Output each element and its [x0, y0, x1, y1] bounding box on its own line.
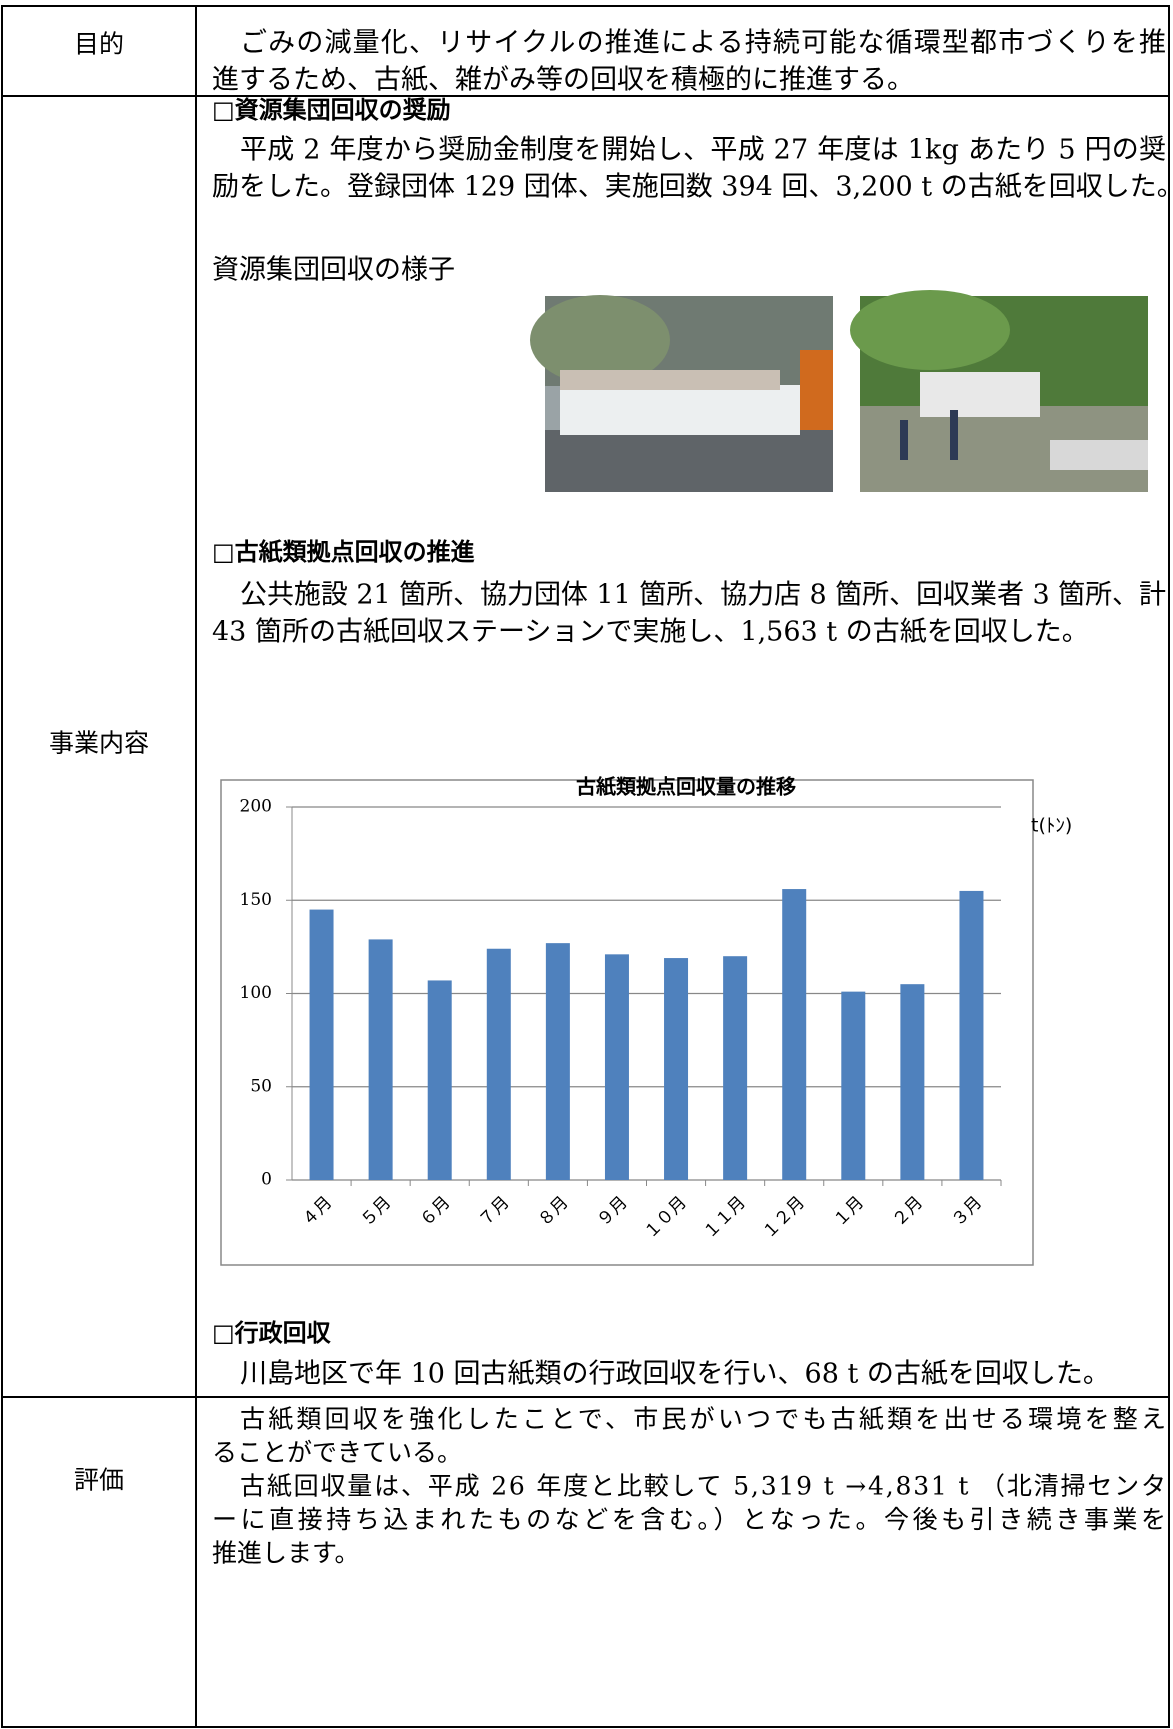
x-tick-label: ７月 [475, 1193, 513, 1231]
text-line: ーに直接持ち込まれたものなどを含む。）となった。今後も引き続き事業を [212, 1505, 1166, 1534]
text-line: ることができている。 [212, 1438, 462, 1467]
chart-frame [220, 779, 1034, 1266]
text-line: 平成 2 年度から奨励金制度を開始し、平成 27 年度は 1kg あたり 5 円… [240, 135, 1166, 166]
bar [841, 991, 866, 1180]
section-heading: □資源集団回収の奨励 [212, 96, 451, 124]
photo-caption: 資源集団回収の様子 [212, 255, 455, 286]
unit-label: t(ﾄﾝ) [1031, 815, 1072, 837]
bar [723, 956, 748, 1180]
table-lines [1, 5, 1170, 1728]
y-tick-label: 200 [240, 797, 272, 817]
text-line: ごみの減量化、リサイクルの推進による持続可能な循環型都市づくりを推 [240, 28, 1166, 59]
bar [545, 943, 570, 1180]
x-tick-label: ９月 [593, 1193, 631, 1231]
bar [604, 954, 629, 1180]
text-line: 古紙類回収を強化したことで、市民がいつでも古紙類を出せる環境を整え [240, 1405, 1166, 1434]
section-heading: □行政回収 [212, 1319, 332, 1347]
section-heading: □古紙類拠点回収の推進 [212, 538, 475, 566]
x-tick-label: ６月 [416, 1193, 454, 1231]
chart-title: 古紙類拠点回収量の推移 [576, 775, 796, 799]
text-line: 公共施設 21 箇所、協力団体 11 箇所、協力店 8 箇所、回収業者 3 箇所… [240, 580, 1166, 611]
text-line: 43 箇所の古紙回収ステーションで実施し、1,563 t の古紙を回収した。 [212, 617, 1089, 648]
text-line: 進するため、古紙、雑がみ等の回収を積極的に推進する。 [212, 65, 914, 96]
x-tick-label: １月 [830, 1193, 868, 1231]
x-tick-label: １２月 [759, 1193, 809, 1243]
bar [309, 909, 334, 1180]
x-tick-label: ５月 [357, 1193, 395, 1231]
row-label: 事業内容 [49, 729, 149, 758]
x-tick-label: １１月 [700, 1193, 750, 1243]
bar [782, 889, 807, 1180]
y-tick-label: 100 [240, 983, 272, 1003]
table-border [1, 5, 1170, 1728]
y-tick-label: 50 [250, 1076, 272, 1096]
text-line: 励をした。登録団体 129 団体、実施回数 394 回、3,200 t の古紙を… [212, 172, 1173, 203]
text-line: 推進します。 [212, 1539, 360, 1568]
y-tick-label: 0 [261, 1170, 272, 1190]
photo [530, 295, 833, 492]
x-tick-label: ３月 [948, 1193, 986, 1231]
text-line: 古紙回収量は、平成 26 年度と比較して 5,319 t →4,831 t （北… [240, 1472, 1166, 1501]
bar [959, 890, 984, 1180]
photo [850, 290, 1148, 492]
x-tick-label: ８月 [534, 1193, 572, 1231]
text-line: 川島地区で年 10 回古紙類の行政回収を行い、68 t の古紙を回収した。 [240, 1359, 1110, 1390]
row-label: 目的 [74, 30, 124, 59]
bar [486, 948, 511, 1180]
bar [368, 939, 393, 1180]
x-tick-label: １０月 [641, 1193, 691, 1243]
y-tick-label: 150 [240, 890, 272, 910]
x-tick-label: ４月 [298, 1193, 336, 1231]
x-tick-label: ２月 [889, 1193, 927, 1231]
bar [427, 980, 452, 1180]
bar [664, 958, 689, 1180]
row-label: 評価 [74, 1466, 124, 1495]
bar [900, 984, 925, 1180]
